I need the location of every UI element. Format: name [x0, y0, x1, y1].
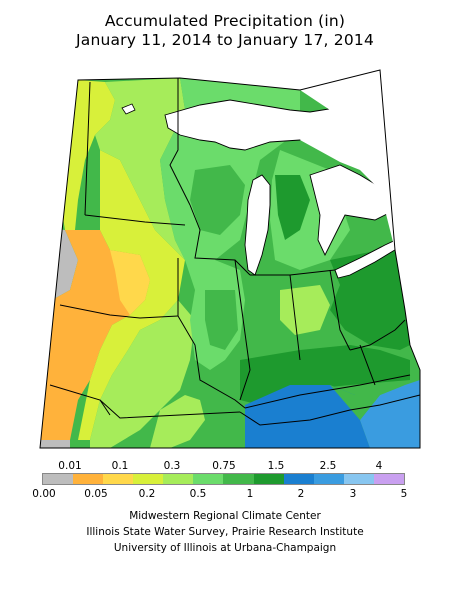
legend-bottom-label-5: 1: [246, 488, 254, 500]
legend-top-label-1: 0.01: [58, 460, 82, 472]
legend-bottom-label-7: 3: [349, 488, 357, 500]
region-darkgreen-michigan: [275, 175, 310, 240]
region-lightgreen-missouri: [150, 395, 205, 448]
legend-swatch-12: [373, 474, 404, 484]
region-midgreen-wisconsin: [190, 165, 245, 235]
legend-color-bar: [42, 473, 405, 485]
region-yellow-east-of-orange: [110, 250, 150, 315]
lake-huron: [309, 164, 396, 257]
legend-swatch-10: [313, 474, 344, 484]
legend-bottom-label-2: 0.05: [84, 488, 108, 500]
credit-line2: Illinois State Water Survey, Prairie Res…: [86, 526, 364, 538]
credit-line1: Midwestern Regional Climate Center: [129, 510, 321, 522]
region-lightgreen-iowa: [90, 300, 195, 448]
canada-region: [180, 70, 420, 250]
region-midgreen-illinois: [205, 290, 238, 350]
legend-top-label-6: 2.5: [319, 460, 337, 472]
legend-top-label-5: 1.5: [267, 460, 285, 472]
legend-top-label-2: 0.1: [111, 460, 129, 472]
legend-top-label-4: 0.75: [212, 460, 236, 472]
legend-bottom-label-1: 0.00: [32, 488, 56, 500]
legend-swatch-6: [193, 474, 224, 484]
map-title-line2: January 11, 2014 to January 17, 2014: [75, 31, 375, 49]
legend-swatch-3: [103, 474, 134, 484]
legend-swatch-1: [43, 474, 74, 484]
lake-michigan: [244, 174, 271, 276]
legend-bottom-label-4: 0.5: [189, 488, 207, 500]
map-title-line1: Accumulated Precipitation (in): [104, 12, 346, 30]
lake-winnipeg-area: [121, 103, 136, 115]
legend-top-label-3: 0.3: [163, 460, 181, 472]
legend-bottom-label-6: 2: [297, 488, 305, 500]
region-lightblue-southeast: [360, 380, 420, 448]
legend-bottom-label-8: 5: [400, 488, 408, 500]
region-midgreen-tennessee: [330, 385, 405, 420]
region-lightgreen-minnesota: [95, 78, 185, 260]
legend-swatch-8: [253, 474, 284, 484]
legend-swatch-4: [133, 474, 164, 484]
credit-line3: University of Illinois at Urbana-Champai…: [113, 542, 337, 554]
legend-bottom-label-3: 0.2: [138, 488, 156, 500]
legend-swatch-5: [163, 474, 194, 484]
legend-top-label-7: 4: [375, 460, 383, 472]
legend-swatch-2: [73, 474, 104, 484]
state-borders: [49, 78, 421, 426]
legend-swatch-9: [283, 474, 314, 484]
region-yellow-band: [78, 150, 185, 440]
legend-swatch-11: [343, 474, 374, 484]
legend-swatch-7: [223, 474, 254, 484]
map-domain-outline: [39, 69, 421, 449]
